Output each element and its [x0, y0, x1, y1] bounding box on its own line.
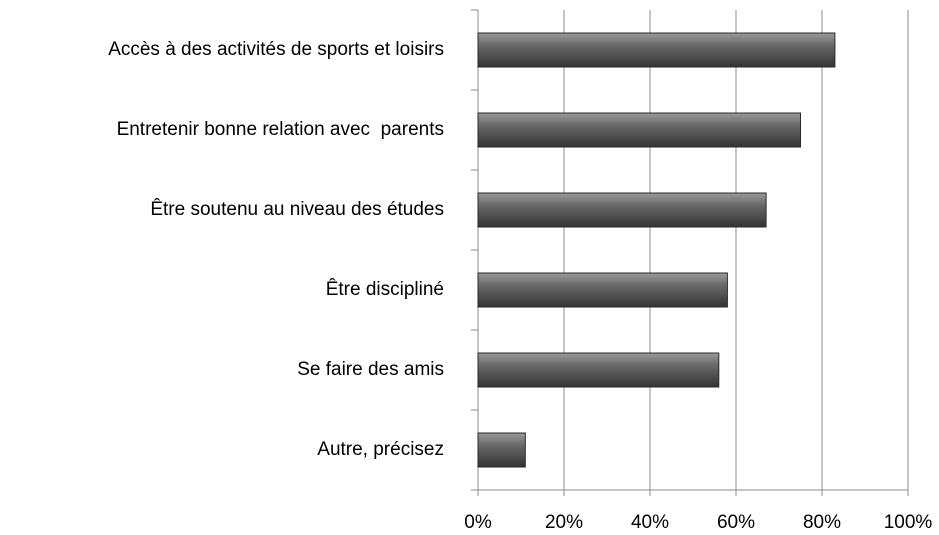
x-tick-label: 100%	[884, 512, 933, 533]
x-tick-label: 40%	[631, 512, 669, 533]
y-tick-label: Être soutenu au niveau des études	[150, 198, 444, 220]
y-tick-label: Entretenir bonne relation avec parents	[117, 119, 444, 140]
x-tick-label: 0%	[464, 512, 492, 533]
x-tick-label: 80%	[803, 512, 841, 533]
y-tick-label: Autre, précisez	[317, 439, 444, 460]
bar	[477, 272, 728, 308]
bar	[477, 432, 526, 468]
bar	[477, 352, 720, 388]
y-tick-label: Accès à des activités de sports et loisi…	[108, 39, 444, 60]
y-tick-label: Être discipliné	[326, 278, 444, 300]
x-tick-label: 20%	[545, 512, 583, 533]
x-tick-label: 60%	[717, 512, 755, 533]
bar	[477, 112, 801, 148]
bar	[477, 32, 836, 68]
y-tick-label: Se faire des amis	[297, 359, 444, 380]
bar	[477, 192, 767, 228]
